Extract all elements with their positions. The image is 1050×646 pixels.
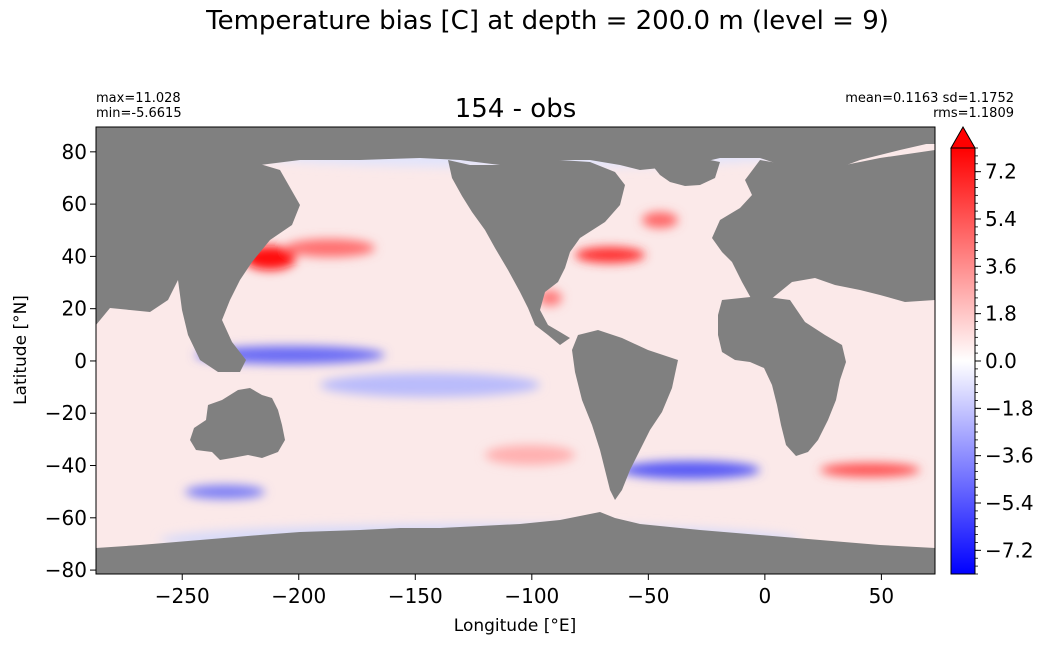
- land-asia: [96, 150, 300, 372]
- x-tick-label: −250: [155, 584, 210, 608]
- y-axis: 80 60 40 20 0 −20 −40 −60 −80: [45, 140, 96, 582]
- land-north-coast: [96, 127, 935, 175]
- x-tick-label: −150: [388, 584, 443, 608]
- land-greenland: [652, 158, 720, 186]
- stat-min: min=-5.6615: [96, 106, 182, 121]
- y-tick-label: −40: [45, 454, 87, 478]
- land-mask: [96, 127, 935, 574]
- anomaly-southeast-pacific-warm: [485, 445, 575, 465]
- land-south-america: [572, 330, 678, 500]
- colorbar-tick-label: −1.8: [985, 396, 1034, 420]
- anomaly-indian-south-warm: [820, 463, 920, 477]
- x-tick-label: −50: [627, 584, 669, 608]
- stat-mean-sd: mean=0.1163 sd=1.1752: [845, 91, 1014, 106]
- land-australia: [190, 388, 285, 460]
- x-tick-label: −100: [504, 584, 559, 608]
- anomaly-north-pacific-warm: [285, 239, 375, 257]
- anomaly-south-equatorial-cold: [320, 373, 540, 397]
- colorbar-tick-label: 1.8: [985, 302, 1017, 326]
- y-tick-label: 0: [74, 349, 87, 373]
- colorbar-extend-arrow: [950, 125, 976, 149]
- map-field: [96, 127, 935, 574]
- stats-left: max=11.028 min=-5.6615: [96, 91, 182, 121]
- colorbar-tick-label: 7.2: [985, 160, 1017, 184]
- anomaly-gulf-stream-warm: [575, 247, 645, 263]
- y-tick-label: −20: [45, 401, 87, 425]
- y-tick-label: −60: [45, 506, 87, 530]
- y-tick-label: 80: [62, 140, 87, 164]
- y-tick-label: 20: [62, 297, 87, 321]
- colorbar-tick-label: −7.2: [985, 538, 1034, 562]
- anomaly-north-atlantic-warm: [642, 212, 678, 228]
- plot-frame: [95, 126, 936, 575]
- anomaly-south-atlantic-cold: [620, 461, 760, 479]
- y-axis-label: Latitude [°N]: [11, 295, 31, 405]
- colorbar-tick-label: −5.4: [985, 491, 1034, 515]
- land-antarctica: [96, 512, 935, 574]
- land-africa: [718, 296, 846, 456]
- stat-rms: rms=1.1809: [933, 106, 1014, 121]
- colorbar-tick-label: 3.6: [985, 254, 1017, 278]
- stat-max: max=11.028: [96, 91, 181, 106]
- colorbar-tick-label: −3.6: [985, 444, 1034, 468]
- y-tick-label: 60: [62, 192, 87, 216]
- x-axis: −250 −200 −150 −100 −50 0 50: [155, 574, 894, 608]
- anomaly-south-pacific-cold: [185, 485, 265, 499]
- x-axis-label: Longitude [°E]: [454, 616, 576, 636]
- y-tick-label: 40: [62, 244, 87, 268]
- colorbar: 7.2 5.4 3.6 1.8 0.0 −1.8 −3.6 −5.4 −7.2: [950, 125, 1034, 575]
- figure-suptitle: Temperature bias [C] at depth = 200.0 m …: [206, 6, 889, 36]
- colorbar-gradient: [951, 148, 975, 574]
- colorbar-tick-label: 0.0: [985, 349, 1017, 373]
- x-tick-label: −200: [271, 584, 326, 608]
- y-tick-label: −80: [45, 558, 87, 582]
- land-eurasia-east: [712, 150, 935, 302]
- x-tick-label: 0: [759, 584, 772, 608]
- colorbar-tick-label: 5.4: [985, 207, 1017, 231]
- x-tick-label: 50: [869, 584, 894, 608]
- land-north-america: [448, 160, 625, 345]
- plot-title: 154 - obs: [454, 94, 577, 124]
- colorbar-ticks: 7.2 5.4 3.6 1.8 0.0 −1.8 −3.6 −5.4 −7.2: [975, 147, 1034, 575]
- stats-right: mean=0.1163 sd=1.1752 rms=1.1809: [760, 91, 1014, 121]
